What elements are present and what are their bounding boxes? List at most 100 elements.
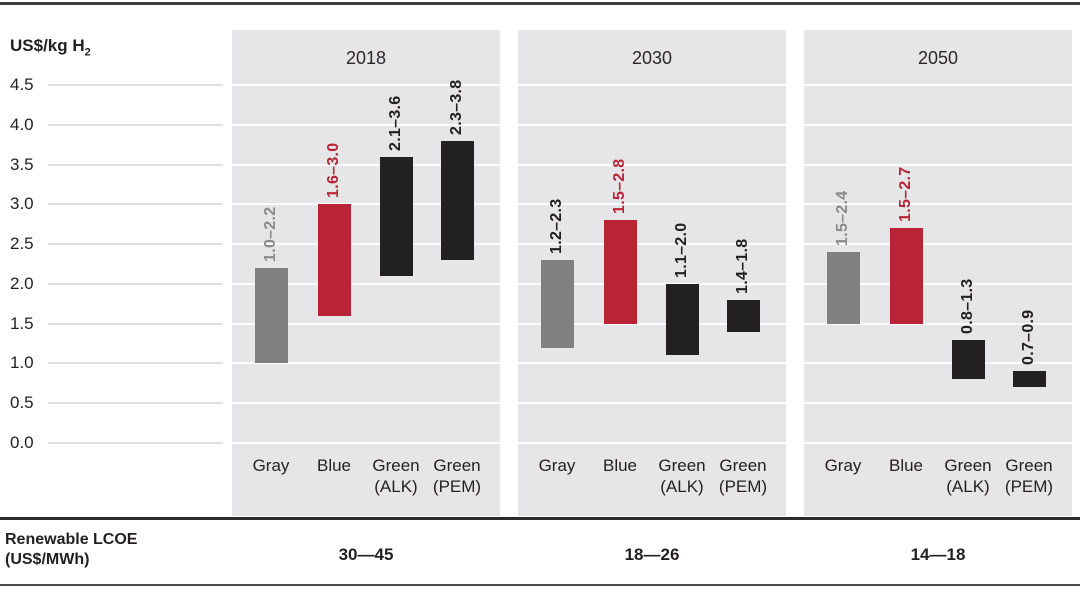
- category-label-line: Green: [1005, 456, 1053, 475]
- range-bar: [440, 140, 474, 260]
- gridline: [232, 243, 500, 246]
- range-bar: [317, 204, 351, 316]
- gridline: [804, 362, 1072, 365]
- category-label-line: (ALK): [374, 477, 418, 496]
- top-divider: [0, 2, 1080, 5]
- y-tick-label: 4.5: [10, 74, 34, 94]
- gridline: [232, 203, 500, 206]
- range-label: 2.1–3.6: [387, 95, 404, 151]
- category-label-line: Green: [719, 456, 767, 475]
- gridline: [804, 243, 1072, 246]
- gridline: [232, 282, 500, 285]
- category-label: Green (ALK): [642, 455, 722, 497]
- year-panel: 2030 1.2–2.3 Gray 1.5–2.8 Blue 1.1–2.0 Green (A…: [518, 30, 786, 516]
- range-label: 1.5–2.4: [834, 190, 851, 247]
- panel-year-label: 2050: [917, 48, 959, 68]
- gridline: [804, 163, 1072, 166]
- category-label: Gray: [231, 455, 311, 476]
- renewable-lcoe-row-label-line2: (US$/MWh): [5, 551, 90, 568]
- gridline: [48, 322, 223, 325]
- category-label: Gray: [517, 455, 597, 476]
- renewable-lcoe-row-label-line1: Renewable LCOE: [5, 531, 138, 548]
- gridline: [48, 163, 223, 166]
- gridline: [518, 243, 786, 246]
- range-bar: [540, 260, 574, 348]
- category-label-line: (PEM): [718, 477, 768, 496]
- y-tick-label: 3.0: [10, 194, 34, 214]
- range-bar: [665, 283, 699, 356]
- gridline: [804, 203, 1072, 206]
- gridline: [518, 402, 786, 405]
- y-axis-title-text: US$/kg H: [10, 36, 85, 55]
- year-panel: 2050 1.5–2.4 Gray 1.5–2.7 Blue 0.8–1.3 Green (A…: [804, 30, 1072, 516]
- gridline: [48, 123, 223, 126]
- y-tick-label: 3.5: [10, 154, 34, 174]
- category-label-line: (ALK): [946, 477, 990, 496]
- category-label: Blue: [866, 455, 946, 476]
- gridline: [232, 83, 500, 86]
- y-axis-title: US$/kg H2: [10, 36, 91, 58]
- gridline: [232, 123, 500, 126]
- gridline: [804, 322, 1072, 325]
- range-bar: [1012, 371, 1046, 388]
- gridline: [804, 282, 1072, 285]
- range-bar: [889, 228, 923, 324]
- gridline: [48, 362, 223, 365]
- category-label-line: Gray: [252, 456, 290, 475]
- gridline: [48, 243, 223, 246]
- y-tick-label: 2.5: [10, 234, 34, 254]
- gridline: [518, 203, 786, 206]
- gridline: [518, 322, 786, 325]
- y-tick-label: 0.0: [10, 433, 34, 452]
- gridline: [48, 402, 223, 405]
- y-tick-label: 4.0: [10, 114, 34, 134]
- range-label: 0.8–1.3: [959, 278, 976, 334]
- bottom-divider: [0, 584, 1080, 586]
- y-axis-title-subscript: 2: [84, 46, 91, 59]
- category-label-line: Blue: [888, 456, 924, 475]
- category-label-line: Blue: [602, 456, 638, 475]
- gridline: [48, 83, 223, 86]
- range-label: 1.5–2.8: [611, 158, 628, 215]
- range-label: 1.1–2.0: [673, 222, 690, 278]
- category-label-line: Green: [433, 456, 481, 475]
- range-label: 1.6–3.0: [325, 142, 342, 199]
- category-label: Green (PEM): [989, 455, 1069, 497]
- category-label: Gray: [803, 455, 883, 476]
- renewable-lcoe-row-label: Renewable LCOE (US$/MWh): [5, 530, 137, 570]
- gridline: [518, 83, 786, 86]
- gridline: [232, 322, 500, 325]
- range-label: 1.0–2.2: [262, 206, 279, 262]
- range-bar: [826, 252, 860, 324]
- category-label-line: Gray: [824, 456, 862, 475]
- gridline: [48, 282, 223, 285]
- category-label: Green (PEM): [703, 455, 783, 497]
- y-tick-label: 2.0: [10, 273, 34, 293]
- range-bar: [254, 267, 288, 364]
- gridline: [232, 442, 500, 444]
- range-label: 1.4–1.8: [734, 238, 751, 294]
- range-label: 1.2–2.3: [548, 198, 565, 254]
- gridline: [48, 203, 223, 206]
- range-bar: [951, 339, 985, 380]
- category-label-line: Green: [658, 456, 706, 475]
- gridline: [518, 362, 786, 365]
- range-bar: [379, 156, 413, 276]
- gridline: [48, 442, 223, 444]
- category-label-line: (ALK): [660, 477, 704, 496]
- y-tick-label: 1.0: [10, 353, 34, 373]
- category-label-line: Blue: [316, 456, 352, 475]
- y-tick-label: 0.5: [10, 393, 34, 413]
- gridline: [518, 123, 786, 126]
- category-label-line: Green: [944, 456, 992, 475]
- category-label: Green (ALK): [928, 455, 1008, 497]
- gridline: [518, 282, 786, 285]
- gridline: [518, 442, 786, 444]
- table-divider: [0, 517, 1080, 520]
- gridline: [804, 442, 1072, 444]
- gridline: [804, 123, 1072, 126]
- renewable-lcoe-value: 18—26: [624, 545, 680, 564]
- category-label: Blue: [294, 455, 374, 476]
- gridline: [232, 362, 500, 365]
